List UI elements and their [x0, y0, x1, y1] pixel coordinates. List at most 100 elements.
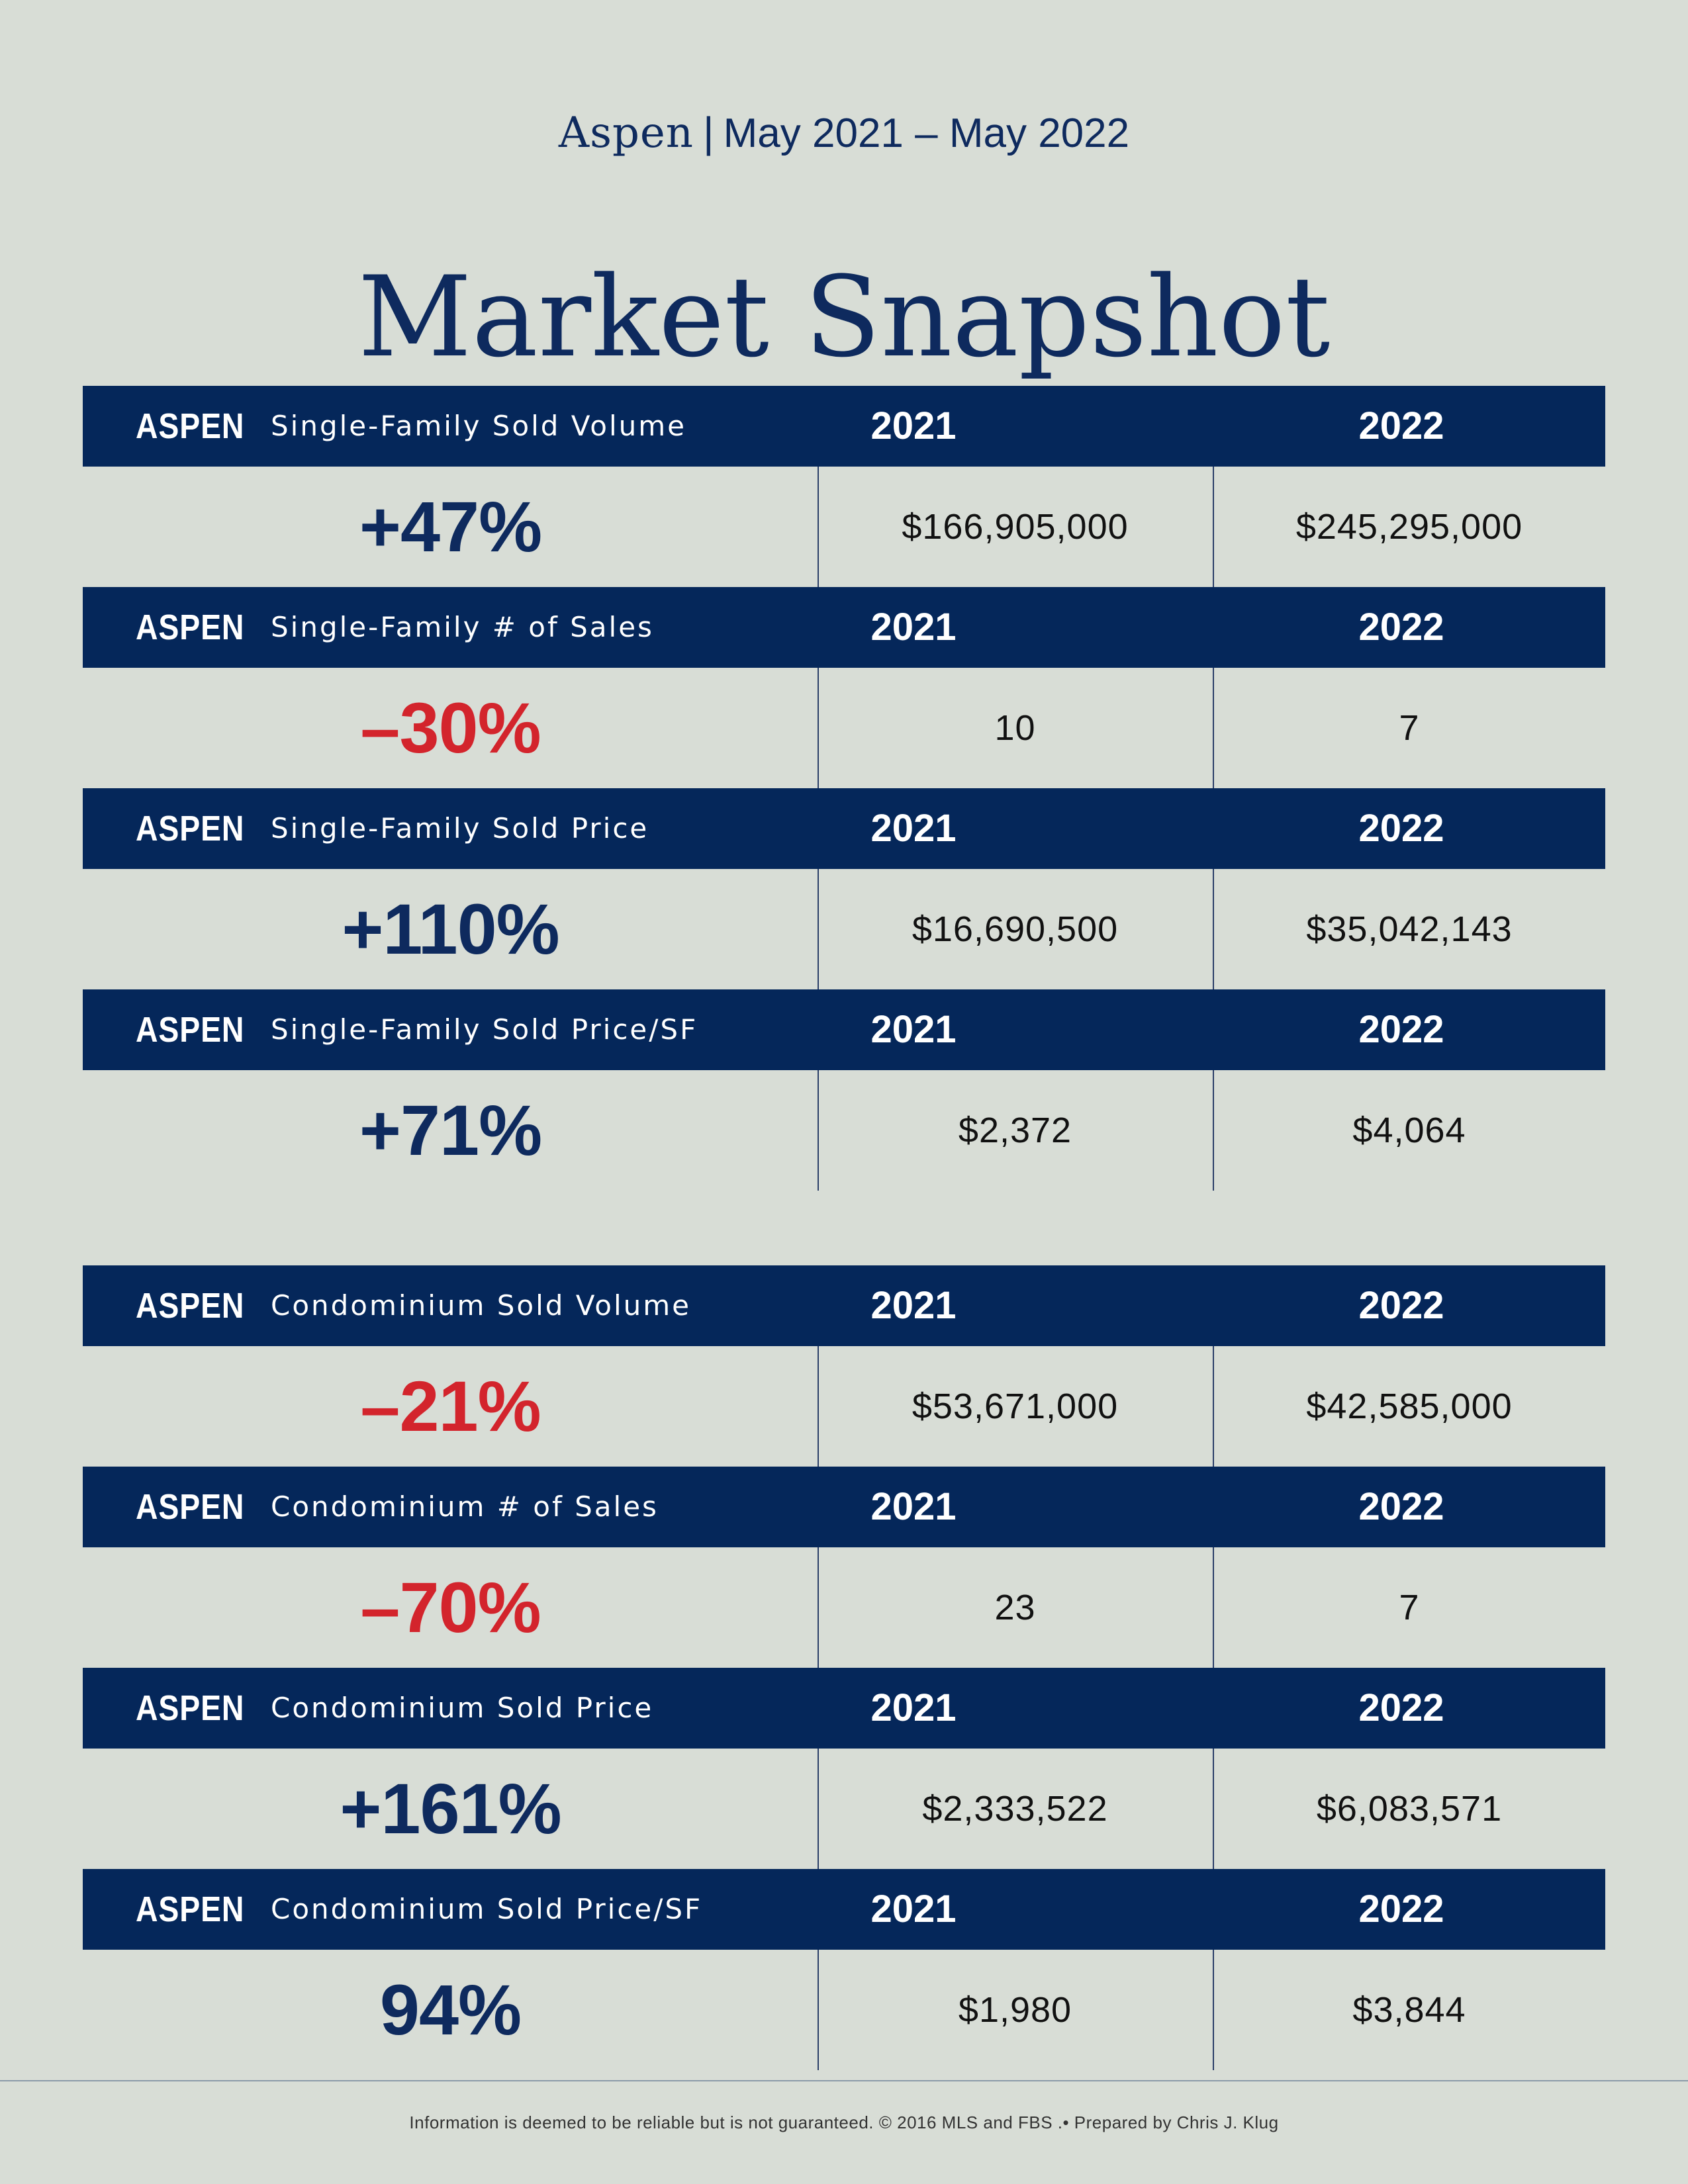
column-divider	[818, 1950, 819, 2070]
metric-block: ASPEN Single-Family Sold Price 2021 2022 +11…	[83, 788, 1605, 989]
year-2021-header: 2021	[870, 404, 957, 447]
year-2022-header: 2022	[1358, 807, 1444, 850]
percent-change: +47%	[359, 486, 542, 567]
column-divider	[1213, 1346, 1214, 1467]
percent-change: 94%	[379, 1970, 522, 2050]
subtitle-separator: |	[703, 109, 714, 156]
region-label: ASPEN	[136, 608, 245, 647]
year-2021-header: 2021	[870, 1008, 957, 1051]
value-2022: $3,844	[1352, 1990, 1466, 2030]
page-title: Market Snapshot	[357, 251, 1331, 382]
condominium-section: ASPEN Condominium Sold Volume 2021 2022 –21%…	[83, 1265, 1605, 2070]
region-label: ASPEN	[136, 1010, 245, 1050]
column-divider	[1213, 1070, 1214, 1191]
metric-values-row: –30% 10 7	[83, 668, 1605, 788]
column-divider	[1213, 1950, 1214, 2070]
value-2022: $245,295,000	[1295, 507, 1523, 547]
metric-header-bar: ASPEN Condominium Sold Price 2021 2022	[83, 1668, 1605, 1749]
year-2021-header: 2021	[870, 1485, 957, 1528]
value-2021: $16,690,500	[912, 909, 1119, 949]
year-2022-header: 2022	[1358, 1284, 1444, 1327]
metric-label: Single-Family Sold Price	[271, 812, 649, 844]
region-label: ASPEN	[136, 1688, 245, 1728]
percent-change: –70%	[360, 1567, 541, 1647]
single-family-section: ASPEN Single-Family Sold Volume 2021 2022 +4…	[83, 386, 1605, 1191]
value-2022: $4,064	[1352, 1111, 1466, 1150]
column-divider	[818, 668, 819, 788]
metric-label: Condominium Sold Price/SF	[271, 1893, 703, 1925]
metric-header-bar: ASPEN Condominium Sold Volume 2021 2022	[83, 1265, 1605, 1346]
metric-values-row: –21% $53,671,000 $42,585,000	[83, 1346, 1605, 1467]
metric-header-bar: ASPEN Condominium Sold Price/SF 2021 2022	[83, 1869, 1605, 1950]
column-divider	[818, 1547, 819, 1668]
percent-change: +161%	[340, 1768, 561, 1848]
year-2022-header: 2022	[1358, 1008, 1444, 1051]
metric-block: ASPEN Single-Family # of Sales 2021 2022 –30…	[83, 587, 1605, 788]
metric-values-row: +110% $16,690,500 $35,042,143	[83, 869, 1605, 989]
bottom-divider	[0, 2080, 1688, 2081]
year-2021-header: 2021	[870, 606, 957, 649]
column-divider	[1213, 467, 1214, 587]
metric-header-bar: ASPEN Single-Family Sold Volume 2021 2022	[83, 386, 1605, 467]
metric-values-row: +71% $2,372 $4,064	[83, 1070, 1605, 1191]
column-divider	[1213, 1547, 1214, 1668]
region-label: ASPEN	[136, 1889, 245, 1929]
column-divider	[818, 467, 819, 587]
percent-change: +110%	[342, 889, 559, 969]
column-divider	[1213, 1749, 1214, 1869]
value-2022: $6,083,571	[1316, 1789, 1503, 1829]
year-2021-header: 2021	[870, 807, 957, 850]
value-2021: $166,905,000	[902, 507, 1129, 547]
value-2022: $42,585,000	[1306, 1387, 1513, 1426]
metric-block: ASPEN Condominium # of Sales 2021 2022 –70% 2…	[83, 1467, 1605, 1668]
value-2022: 7	[1399, 708, 1420, 748]
column-divider	[818, 1070, 819, 1191]
percent-change: –30%	[360, 688, 541, 768]
metric-label: Single-Family Sold Price/SF	[271, 1013, 698, 1046]
value-2022: 7	[1399, 1588, 1420, 1627]
metric-block: ASPEN Condominium Sold Volume 2021 2022 –21%…	[83, 1265, 1605, 1467]
year-2022-header: 2022	[1358, 404, 1444, 447]
metric-label: Condominium Sold Price	[271, 1692, 654, 1724]
metric-header-bar: ASPEN Single-Family Sold Price 2021 2022	[83, 788, 1605, 869]
column-divider	[818, 869, 819, 989]
subtitle-date-range: May 2021 – May 2022	[723, 111, 1130, 156]
metric-values-row: 94% $1,980 $3,844	[83, 1950, 1605, 2070]
value-2021: $53,671,000	[912, 1387, 1119, 1426]
column-divider	[1213, 869, 1214, 989]
region-label: ASPEN	[136, 1286, 245, 1326]
value-2021: 23	[994, 1588, 1036, 1627]
year-2022-header: 2022	[1358, 1888, 1444, 1931]
metric-label: Condominium Sold Volume	[271, 1289, 691, 1322]
region-label: ASPEN	[136, 1487, 245, 1527]
percent-change: +71%	[359, 1090, 542, 1170]
metric-label: Single-Family # of Sales	[271, 611, 654, 643]
metric-block: ASPEN Condominium Sold Price/SF 2021 2022 94…	[83, 1869, 1605, 2070]
column-divider	[818, 1749, 819, 1869]
metric-values-row: –70% 23 7	[83, 1547, 1605, 1668]
region-label: ASPEN	[136, 406, 245, 446]
metric-header-bar: ASPEN Single-Family # of Sales 2021 2022	[83, 587, 1605, 668]
value-2021: 10	[994, 708, 1036, 748]
value-2022: $35,042,143	[1306, 909, 1513, 949]
year-2022-header: 2022	[1358, 606, 1444, 649]
year-2022-header: 2022	[1358, 1686, 1444, 1729]
percent-change: –21%	[360, 1366, 541, 1446]
metric-label: Single-Family Sold Volume	[271, 410, 687, 442]
value-2021: $2,372	[958, 1111, 1072, 1150]
year-2021-header: 2021	[870, 1284, 957, 1327]
metric-block: ASPEN Single-Family Sold Volume 2021 2022 +4…	[83, 386, 1605, 587]
metric-values-row: +47% $166,905,000 $245,295,000	[83, 467, 1605, 587]
metric-header-bar: ASPEN Single-Family Sold Price/SF 2021 2022	[83, 989, 1605, 1070]
metric-header-bar: ASPEN Condominium # of Sales 2021 2022	[83, 1467, 1605, 1547]
year-2021-header: 2021	[870, 1686, 957, 1729]
value-2021: $1,980	[958, 1990, 1072, 2030]
metric-label: Condominium # of Sales	[271, 1490, 659, 1523]
value-2021: $2,333,522	[922, 1789, 1108, 1829]
footer-disclaimer: Information is deemed to be reliable but…	[409, 2113, 1279, 2132]
year-2022-header: 2022	[1358, 1485, 1444, 1528]
subtitle: Aspen | May 2021 – May 2022	[0, 111, 1688, 154]
column-divider	[818, 1346, 819, 1467]
metric-block: ASPEN Single-Family Sold Price/SF 2021 2022…	[83, 989, 1605, 1191]
